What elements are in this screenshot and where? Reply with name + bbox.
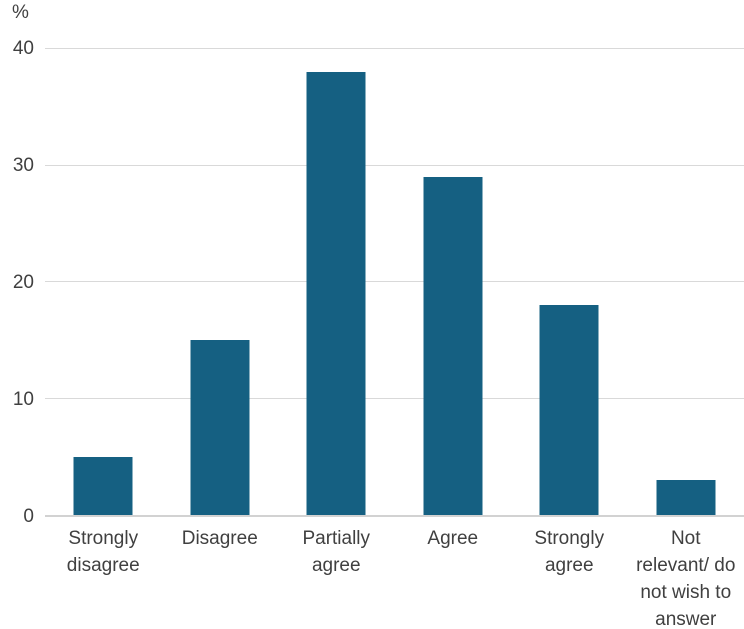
category-label-line: disagree	[66, 555, 140, 576]
category-label: Strongly agree	[511, 525, 628, 629]
category-label-line: answer	[655, 609, 717, 629]
y-tick-label: 30	[12, 155, 34, 176]
category-label-line: not wish to	[640, 582, 732, 603]
category-label-line: Disagree	[181, 528, 258, 549]
bar-slot	[628, 49, 744, 515]
category-label-line: Strongly	[534, 528, 605, 549]
gridline	[45, 281, 744, 282]
category-label: Disagree	[162, 525, 279, 629]
category-label: Partially agree	[278, 525, 395, 629]
bar-partially-agree	[306, 72, 366, 515]
plot-area	[45, 48, 744, 517]
y-tick-label: 20	[12, 272, 34, 293]
bar-slot	[278, 49, 395, 515]
category-label: Not relevant/ do not wish to answer	[628, 525, 744, 629]
bar-not-relevant-do-not-wish-to-answer	[656, 480, 716, 515]
y-tick-label: 40	[12, 38, 34, 59]
bar-agree	[423, 177, 483, 515]
category-label-line: relevant/ do	[636, 555, 736, 576]
category-label-line: Agree	[427, 528, 479, 549]
bar-series	[45, 49, 744, 515]
category-label-line: Strongly	[68, 528, 139, 549]
y-tick-label: 0	[23, 506, 34, 527]
category-label-line: agree	[311, 555, 361, 576]
y-tick-label: 10	[12, 389, 34, 410]
category-label-line: Partially	[302, 528, 371, 549]
bar-strongly-disagree	[73, 456, 133, 515]
gridline	[45, 164, 744, 166]
bar-slot	[162, 49, 279, 515]
gridline	[45, 397, 744, 399]
y-axis: 0 10 20 30 40	[0, 38, 34, 527]
y-axis-unit-label: %	[12, 2, 29, 23]
gridline	[45, 48, 744, 49]
category-label: Agree	[395, 525, 512, 629]
category-label-line: agree	[544, 555, 594, 576]
bar-slot	[395, 49, 512, 515]
category-label-line: Not	[670, 528, 701, 549]
category-label: Strongly disagree	[45, 525, 162, 629]
x-axis: Strongly disagree Disagree Partially agree Ag…	[45, 525, 744, 629]
bar-disagree	[190, 340, 250, 515]
bar-slot	[511, 49, 628, 515]
bar-strongly-agree	[539, 305, 599, 515]
bar-slot	[45, 49, 162, 515]
